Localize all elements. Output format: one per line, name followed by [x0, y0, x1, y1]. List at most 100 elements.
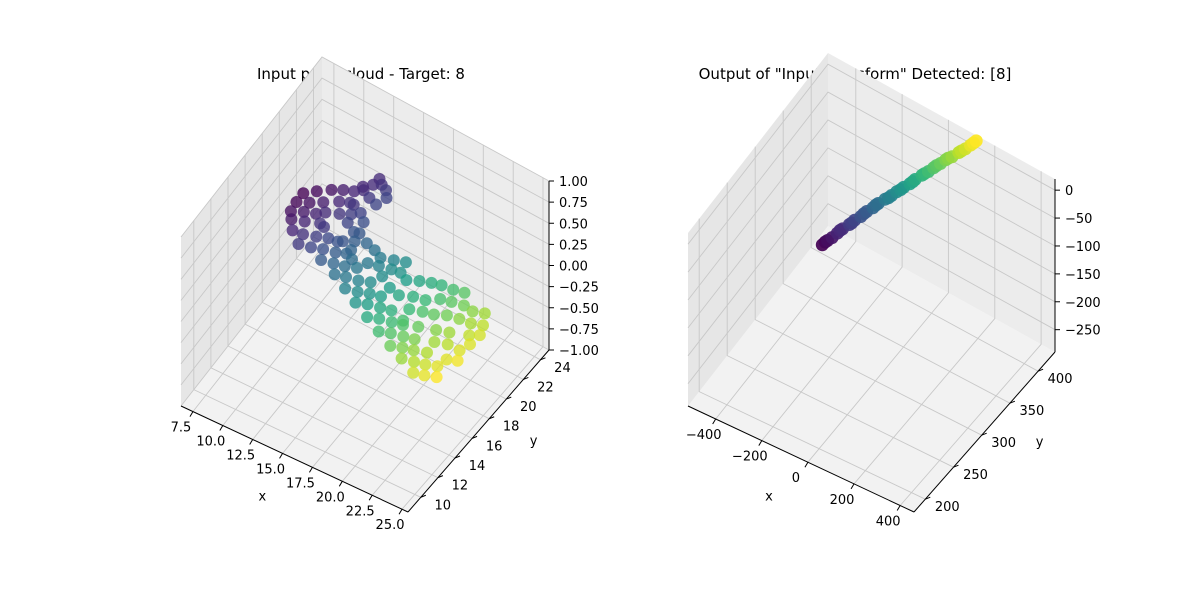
z-tick-label: −50	[1065, 212, 1092, 227]
scatter-point	[372, 325, 385, 338]
scatter-point	[430, 371, 443, 384]
scatter-point	[341, 216, 354, 229]
scatter-point	[347, 198, 360, 211]
gridline-y	[810, 74, 1039, 372]
y-tick-label: 24	[554, 361, 571, 376]
scatter-point	[298, 215, 311, 228]
scatter-point	[336, 235, 349, 248]
x-tick-mark	[804, 461, 809, 468]
scatter-point	[419, 358, 432, 371]
scatter-point	[297, 228, 309, 241]
x-tick-label: 20.0	[316, 490, 345, 505]
x-tick-mark	[712, 418, 717, 425]
z-tick-label: 0.00	[559, 260, 588, 275]
scatter-point	[407, 344, 420, 357]
x-tick-label: 10.0	[196, 435, 225, 450]
x-axis-label: x	[258, 490, 266, 505]
y-tick-mark	[437, 475, 444, 479]
scatter-point	[430, 324, 443, 336]
scatter-point	[419, 294, 432, 307]
scatter-point	[407, 366, 420, 379]
scatter-point	[372, 259, 385, 272]
y-tick-label: 14	[469, 459, 486, 474]
scatter-point	[305, 241, 317, 254]
scatter-point	[399, 256, 412, 269]
scatter-point	[464, 317, 477, 330]
scatter-point	[400, 274, 413, 287]
y-tick-mark	[471, 435, 478, 439]
scatter-point	[463, 329, 476, 342]
x-tick-label: 22.5	[346, 504, 375, 519]
scatter-point	[357, 216, 370, 229]
scatter-point	[380, 192, 393, 204]
scatter-point	[375, 290, 387, 303]
x-tick-label: 0	[792, 471, 800, 486]
scatter-point	[374, 301, 387, 314]
scatter-point	[286, 224, 299, 237]
x-tick-mark	[338, 481, 343, 487]
z-tick-label: −100	[1065, 240, 1101, 255]
scatter-point	[458, 286, 471, 299]
back-pane	[828, 53, 1055, 352]
scatter-point	[447, 283, 460, 296]
scatter-point	[361, 298, 374, 311]
scatter-point	[403, 303, 416, 316]
scatter-point	[310, 185, 323, 198]
scatter-point	[477, 319, 489, 332]
scatter-point	[418, 369, 431, 382]
scatter-point	[352, 274, 365, 287]
gridline-z	[687, 203, 1056, 384]
scatter-point	[373, 312, 386, 325]
scatter-point	[425, 276, 438, 289]
scatter-point	[327, 257, 340, 270]
y-tick-label: 400	[1048, 372, 1073, 387]
scatter-point	[384, 339, 397, 352]
scatter-point	[370, 198, 383, 211]
scatter-point	[397, 330, 410, 343]
scatter-point	[385, 316, 398, 329]
y-tick-label: 10	[435, 498, 452, 513]
gridline-y	[754, 146, 982, 436]
x-tick-mark	[398, 508, 403, 515]
gridline-z	[180, 162, 550, 343]
y-tick-label: 20	[520, 400, 537, 415]
scatter-point	[443, 326, 456, 339]
scatter-point	[297, 205, 310, 218]
scatter-point	[457, 299, 470, 312]
x-tick-label: 15.0	[256, 462, 285, 477]
y-tick-mark	[488, 416, 495, 420]
gridline-x	[715, 68, 857, 420]
y-tick-label: 18	[503, 420, 520, 435]
scatter-point	[385, 263, 398, 276]
chart-2-axes: −400 −200 0 200 400 200 250 300 350 400 0 −50 −100 −1…	[686, 53, 1101, 530]
scatter-point	[349, 296, 362, 309]
scatter-point	[329, 246, 342, 259]
x-tick-mark	[189, 411, 194, 417]
gridline-z	[180, 56, 550, 238]
scatter-point	[445, 295, 458, 308]
gridline-z	[180, 140, 550, 322]
y-axis-label: y	[1036, 435, 1044, 450]
scatter-point	[434, 293, 447, 305]
scatter-point	[317, 196, 330, 209]
z-tick-label: 0.25	[559, 238, 588, 253]
y-tick-label: 300	[991, 436, 1016, 451]
y-tick-mark	[523, 376, 529, 380]
scatter-point	[408, 333, 421, 346]
scatter-point	[340, 271, 352, 284]
scatter-point	[421, 346, 433, 359]
y-tick-mark	[925, 496, 931, 500]
x-tick-mark	[896, 505, 901, 511]
scatter-point	[333, 207, 346, 220]
z-tick-label: −1.00	[559, 344, 599, 359]
scatter-point	[354, 207, 367, 219]
y-tick-label: 250	[963, 468, 988, 483]
scatter-point	[322, 232, 335, 245]
y-tick-label: 16	[486, 439, 503, 454]
scatter-point	[453, 344, 466, 357]
y-tick-mark	[1009, 400, 1016, 404]
x-tick-mark	[219, 425, 224, 431]
z-tick-label: −0.75	[559, 323, 599, 338]
scatter-point	[969, 134, 983, 148]
